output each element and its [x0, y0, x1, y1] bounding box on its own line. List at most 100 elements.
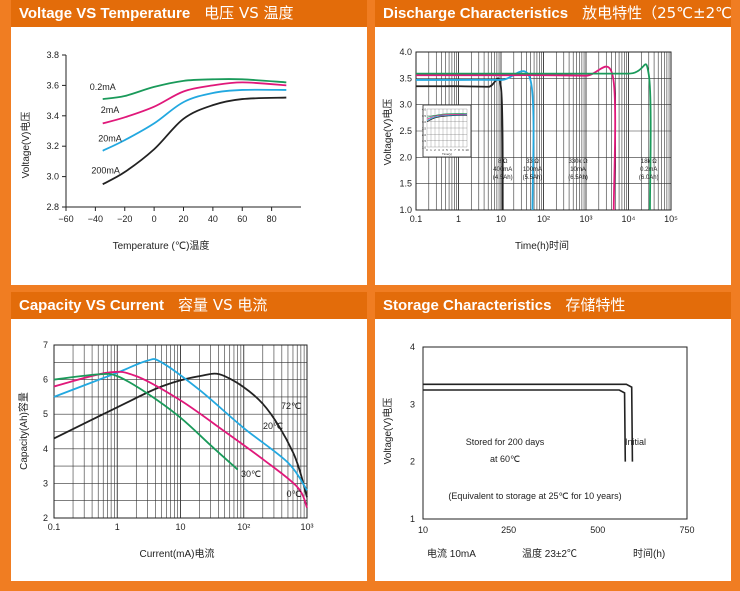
- footer-current: 电流 10mA: [427, 547, 476, 560]
- panel-storage: [375, 319, 731, 581]
- y-tick-label: 3.2: [46, 141, 59, 151]
- x-tick-label: 80: [267, 214, 277, 224]
- series-line-2mA: [102, 81, 287, 125]
- title-en: Voltage VS Temperature: [19, 5, 191, 22]
- x-tick-label: 40: [208, 214, 218, 224]
- annotation-text: (6.5Ah): [568, 175, 588, 181]
- series-line-0.2mA: [102, 78, 287, 100]
- inset-y-tick: 2.0: [422, 133, 427, 137]
- x-tick-label: 0.1: [48, 522, 61, 532]
- annotation-text: (4.5Ah): [493, 175, 513, 181]
- series-line-initial: [423, 383, 634, 462]
- inset-y-tick: 3.5: [422, 114, 427, 118]
- header-capacity-current: Capacity VS Current 容量 VS 电流: [11, 292, 367, 319]
- voltage-temperature-chart: Voltage(V)电压 Temperature (℃)温度 −60 −40 −20…: [19, 50, 301, 252]
- series-line-0: [416, 77, 504, 211]
- inset-x-tick: 6: [450, 148, 452, 152]
- panel-capacity-current: [11, 319, 367, 581]
- ylabel: Voltage(V)电压: [381, 398, 394, 465]
- y-tick-label: 5: [43, 409, 48, 419]
- series-label: 200mA: [91, 166, 120, 176]
- inset-y-tick: 2.5: [422, 127, 427, 131]
- inset-x-tick: 7: [454, 148, 456, 152]
- y-tick-label: 3.4: [46, 111, 59, 121]
- header-discharge: Discharge Characteristics 放电特性（25℃±2℃）: [375, 0, 731, 27]
- inset-y-tick: 1.0: [422, 146, 427, 150]
- inset-x-tick: 9: [462, 148, 464, 152]
- y-tick-label: 2.8: [46, 202, 59, 212]
- title-zh: 放电特性（25℃±2℃）: [582, 4, 731, 22]
- x-tick-label: 750: [679, 525, 694, 535]
- series-label: 20mA: [98, 134, 122, 144]
- y-tick-label: 4.0: [399, 47, 412, 57]
- inset-x-tick: 2: [434, 148, 436, 152]
- footer-time: 时间(h): [633, 547, 665, 560]
- annotation-text: 8 Ω: [498, 159, 508, 165]
- annotation-text: (6.0Ah): [639, 175, 659, 181]
- x-tick-label: 10²: [537, 214, 550, 224]
- y-tick-label: 2.5: [399, 126, 412, 136]
- header-voltage-temperature: Voltage VS Temperature 电压 VS 温度: [11, 0, 367, 27]
- series-label: 0℃: [286, 489, 301, 499]
- annotation-text: 330k Ω: [568, 159, 588, 165]
- series-label: 30℃: [241, 469, 261, 479]
- annotation-text: 33 Ω: [526, 159, 539, 165]
- annotation-stored-temp: at 60℃: [490, 454, 520, 464]
- annotation-text: (5.5Ah): [523, 175, 543, 181]
- xlabel: Time(h)时间: [515, 239, 569, 252]
- inset-x-tick: 5: [446, 148, 448, 152]
- inset-x-tick: 10: [465, 148, 469, 152]
- footer-temperature: 温度 23±2℃: [522, 547, 577, 560]
- inset-x-tick: 8: [458, 148, 460, 152]
- inset-xlabel: Time(y): [442, 152, 452, 156]
- series-line-3: [415, 63, 652, 211]
- inset-y-tick: 1.5: [422, 139, 427, 143]
- y-tick-label: 3.0: [399, 100, 412, 110]
- y-tick-label: 6: [43, 375, 48, 385]
- x-tick-label: 10: [496, 214, 506, 224]
- title-zh: 容量 VS 电流: [178, 296, 268, 314]
- series-label: 72℃: [281, 401, 301, 411]
- inset-x-tick: 0: [426, 148, 428, 152]
- inset-y-tick: 3.0: [422, 120, 427, 124]
- x-tick-label: 10³: [579, 214, 592, 224]
- ylabel: Voltage(V)电压: [381, 99, 394, 166]
- x-tick-label: 10: [175, 522, 185, 532]
- inset-series-line: [426, 114, 468, 121]
- annotation-text: 18k Ω: [641, 159, 657, 165]
- x-tick-label: 1: [115, 522, 120, 532]
- y-tick-label: 7: [43, 340, 48, 350]
- y-tick-label: 4: [43, 444, 48, 454]
- title-en: Storage Characteristics: [383, 297, 552, 314]
- plot-frame: [422, 346, 688, 520]
- x-tick-label: 60: [237, 214, 247, 224]
- ylabel: Voltage(V)电压: [19, 112, 32, 179]
- y-tick-label: 3.5: [399, 73, 412, 83]
- y-tick-label: 2: [43, 513, 48, 523]
- y-tick-label: 3: [43, 478, 48, 488]
- x-tick-label: 10²: [237, 522, 250, 532]
- panel-voltage-temperature: [11, 27, 367, 285]
- inset-series-line: [426, 113, 468, 118]
- y-tick-label: 1: [410, 514, 415, 524]
- x-tick-label: 10: [418, 525, 428, 535]
- y-tick-label: 1.0: [399, 205, 412, 215]
- title-en: Discharge Characteristics: [383, 5, 569, 22]
- y-tick-label: 1.5: [399, 179, 412, 189]
- title-zh: 电压 VS 温度: [204, 4, 294, 22]
- inset-x-tick: 3: [438, 148, 440, 152]
- series-line-stored: [423, 389, 627, 462]
- header-storage: Storage Characteristics 存储特性: [375, 292, 731, 319]
- x-tick-label: −20: [117, 214, 132, 224]
- storage-chart: Voltage(V)电压 电流 10mA 温度 23±2℃ 时间(h) 1 2 3 4…: [381, 342, 695, 560]
- title-zh: 存储特性: [565, 296, 626, 314]
- inset-series-line: [426, 113, 468, 120]
- series-label: 2mA: [101, 105, 120, 115]
- inset-series-line: [426, 114, 468, 122]
- ylabel: Capacity(Ah)容量: [17, 392, 30, 470]
- annotation-initial: Initial: [625, 437, 646, 447]
- y-tick-label: 3: [410, 399, 415, 409]
- x-tick-label: 20: [178, 214, 188, 224]
- series-label: 20℃: [263, 421, 283, 431]
- annotation-text: 0.2mA: [640, 167, 657, 173]
